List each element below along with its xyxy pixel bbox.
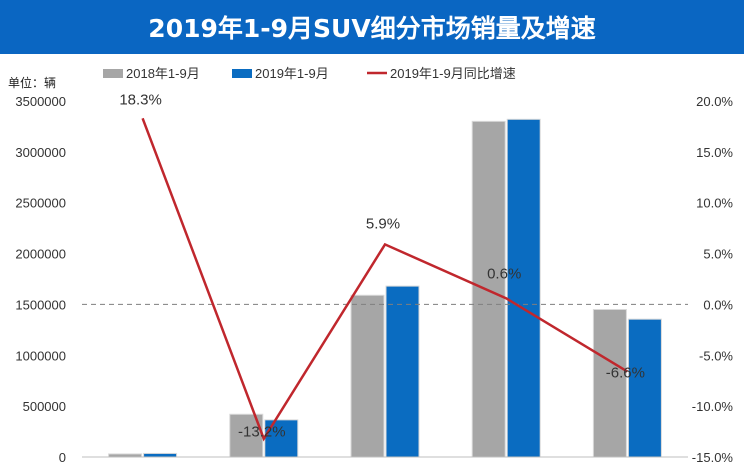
growth-data-label: 18.3% — [119, 91, 162, 108]
y-right-tick-label: 10.0% — [696, 196, 733, 211]
y-left-tick-label: 3500000 — [15, 94, 66, 109]
y-right-tick-label: -5.0% — [699, 348, 733, 363]
legend-label: 2019年1-9月 — [255, 66, 329, 81]
bar-2019 — [385, 285, 420, 458]
y-right-tick-label: 5.0% — [703, 247, 733, 262]
y-left-tick-label: 2000000 — [15, 247, 66, 262]
bar-2018 — [592, 309, 627, 458]
y-left-tick-label: 2500000 — [15, 196, 66, 211]
y-left-tick-label: 1000000 — [15, 348, 66, 363]
legend-swatch-2019 — [232, 69, 252, 78]
chart-title: 2019年1-9月SUV细分市场销量及增速 — [0, 0, 744, 54]
growth-data-label: -13.2% — [238, 424, 286, 441]
y-left-tick-label: 500000 — [23, 399, 66, 414]
bar-2018 — [471, 120, 506, 458]
y-right-tick-label: 0.0% — [703, 297, 733, 312]
bar-2019 — [627, 318, 662, 458]
growth-data-label: 5.9% — [366, 215, 400, 232]
bar-2019 — [506, 118, 541, 458]
growth-data-label: -6.6% — [606, 365, 645, 382]
legend-swatch-2018 — [103, 69, 123, 78]
legend-label: 2018年1-9月 — [126, 66, 200, 81]
y-left-tick-label: 3000000 — [15, 145, 66, 160]
unit-label: 单位：辆 — [8, 75, 56, 90]
growth-rate-line — [141, 117, 629, 442]
bar-2018 — [350, 294, 385, 458]
y-right-tick-label: 20.0% — [696, 94, 733, 109]
y-right-tick-label: -15.0% — [692, 450, 734, 465]
y-right-tick-label: -10.0% — [692, 399, 734, 414]
y-right-tick-label: 15.0% — [696, 145, 733, 160]
chart-area: 单位：辆 0 500000 1000000 1500000 2000000 2500000 3… — [8, 66, 734, 465]
y-left-tick-label: 1500000 — [15, 297, 66, 312]
legend-label: 2019年1-9月同比增速 — [390, 66, 516, 81]
y-left-tick-label: 0 — [59, 450, 66, 465]
growth-data-label: 0.6% — [487, 265, 521, 282]
bar-2019 — [143, 452, 178, 458]
